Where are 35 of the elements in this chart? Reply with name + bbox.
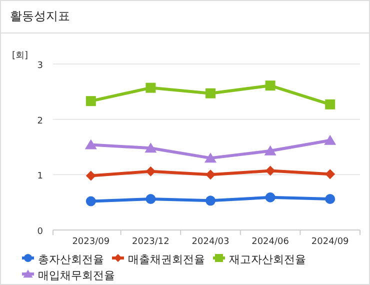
point bbox=[325, 99, 336, 110]
point bbox=[204, 152, 216, 163]
point bbox=[324, 134, 336, 145]
point bbox=[264, 145, 276, 156]
legend-label: 매출채권회전율 bbox=[128, 253, 205, 266]
point bbox=[86, 96, 96, 106]
point bbox=[206, 170, 216, 180]
point bbox=[265, 192, 276, 202]
point bbox=[206, 88, 216, 98]
point bbox=[84, 139, 97, 150]
y-axis-title: [회] bbox=[12, 51, 28, 61]
point bbox=[86, 196, 96, 206]
x-tick-label: 2023/12 bbox=[132, 237, 170, 247]
point bbox=[265, 80, 276, 91]
chart-title: 활동성지표 bbox=[10, 9, 70, 23]
point bbox=[206, 196, 216, 206]
y-tick-label: 3 bbox=[37, 61, 43, 71]
y-tick-label: 2 bbox=[37, 116, 43, 126]
legend-label: 총자산회전율 bbox=[38, 253, 104, 266]
point bbox=[325, 169, 336, 180]
point bbox=[146, 166, 156, 176]
x-tick-label: 2023/09 bbox=[72, 237, 110, 247]
point bbox=[325, 194, 336, 204]
point bbox=[86, 170, 96, 181]
point bbox=[265, 166, 276, 176]
x-tick-label: 2024/06 bbox=[252, 237, 290, 247]
y-tick-label: 0 bbox=[37, 227, 44, 237]
legend-label: 매입채무회전율 bbox=[38, 269, 115, 282]
x-tick-label: 2024/03 bbox=[192, 237, 230, 247]
point bbox=[146, 194, 156, 204]
point bbox=[146, 82, 156, 93]
point bbox=[144, 142, 157, 153]
y-tick-label: 1 bbox=[37, 172, 43, 182]
legend-label: 재고자산회전율 bbox=[229, 253, 306, 266]
x-tick-label: 2024/09 bbox=[311, 237, 350, 247]
